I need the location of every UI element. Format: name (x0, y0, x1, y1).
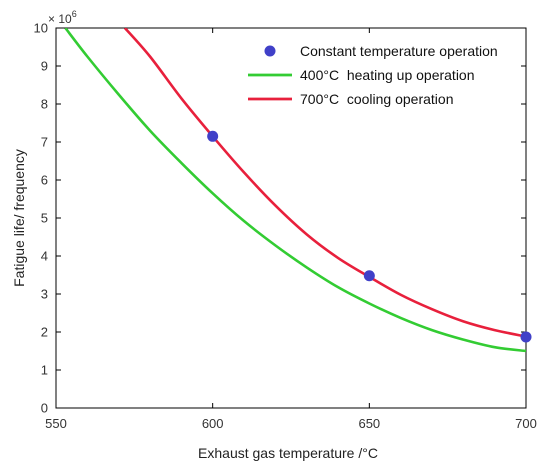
x-tick-label: 550 (45, 416, 67, 431)
y-tick-label: 6 (41, 173, 48, 188)
legend-label: 700°C cooling operation (300, 91, 453, 107)
series-layer (64, 28, 526, 353)
legend-label: Constant temperature operation (300, 43, 498, 59)
x-tick-label: 600 (202, 416, 224, 431)
y-tick-label: 0 (41, 401, 48, 416)
y-tick-label: 5 (41, 211, 48, 226)
y-tick-label: 4 (41, 249, 48, 264)
x-axis-label: Exhaust gas temperature /°C (198, 445, 378, 461)
scatter-point (207, 130, 219, 142)
x-tick-label: 650 (358, 416, 380, 431)
x-tick-label: 700 (515, 416, 537, 431)
y-tick-label: 8 (41, 97, 48, 112)
scatter-point (363, 270, 375, 282)
y-tick-label: 9 (41, 59, 48, 74)
y-multiplier-exponent: 6 (72, 9, 77, 19)
scatter-layer (207, 130, 532, 343)
legend: Constant temperature operation 400°C heat… (248, 43, 498, 107)
x-axis-ticks: 550 600 650 700 (45, 28, 537, 431)
y-tick-label: 2 (41, 325, 48, 340)
y-multiplier-base: × 10 (48, 12, 72, 26)
legend-label: 400°C heating up operation (300, 67, 475, 83)
series-line-heating-up (64, 28, 526, 353)
scatter-point (520, 331, 532, 343)
y-tick-label: 3 (41, 287, 48, 302)
y-tick-label: 1 (41, 363, 48, 378)
plot-area (55, 27, 527, 409)
y-axis-multiplier: × 106 (48, 9, 77, 26)
plot-frame (55, 27, 527, 409)
legend-marker-constant (264, 45, 276, 57)
series-line-cooling (123, 28, 526, 338)
y-tick-label: 7 (41, 135, 48, 150)
y-tick-label: 10 (34, 21, 48, 36)
y-axis-label: Fatigue life/ frequency (11, 149, 27, 287)
y-axis-ticks: 0 1 2 3 4 5 6 7 8 9 10 (34, 21, 526, 416)
